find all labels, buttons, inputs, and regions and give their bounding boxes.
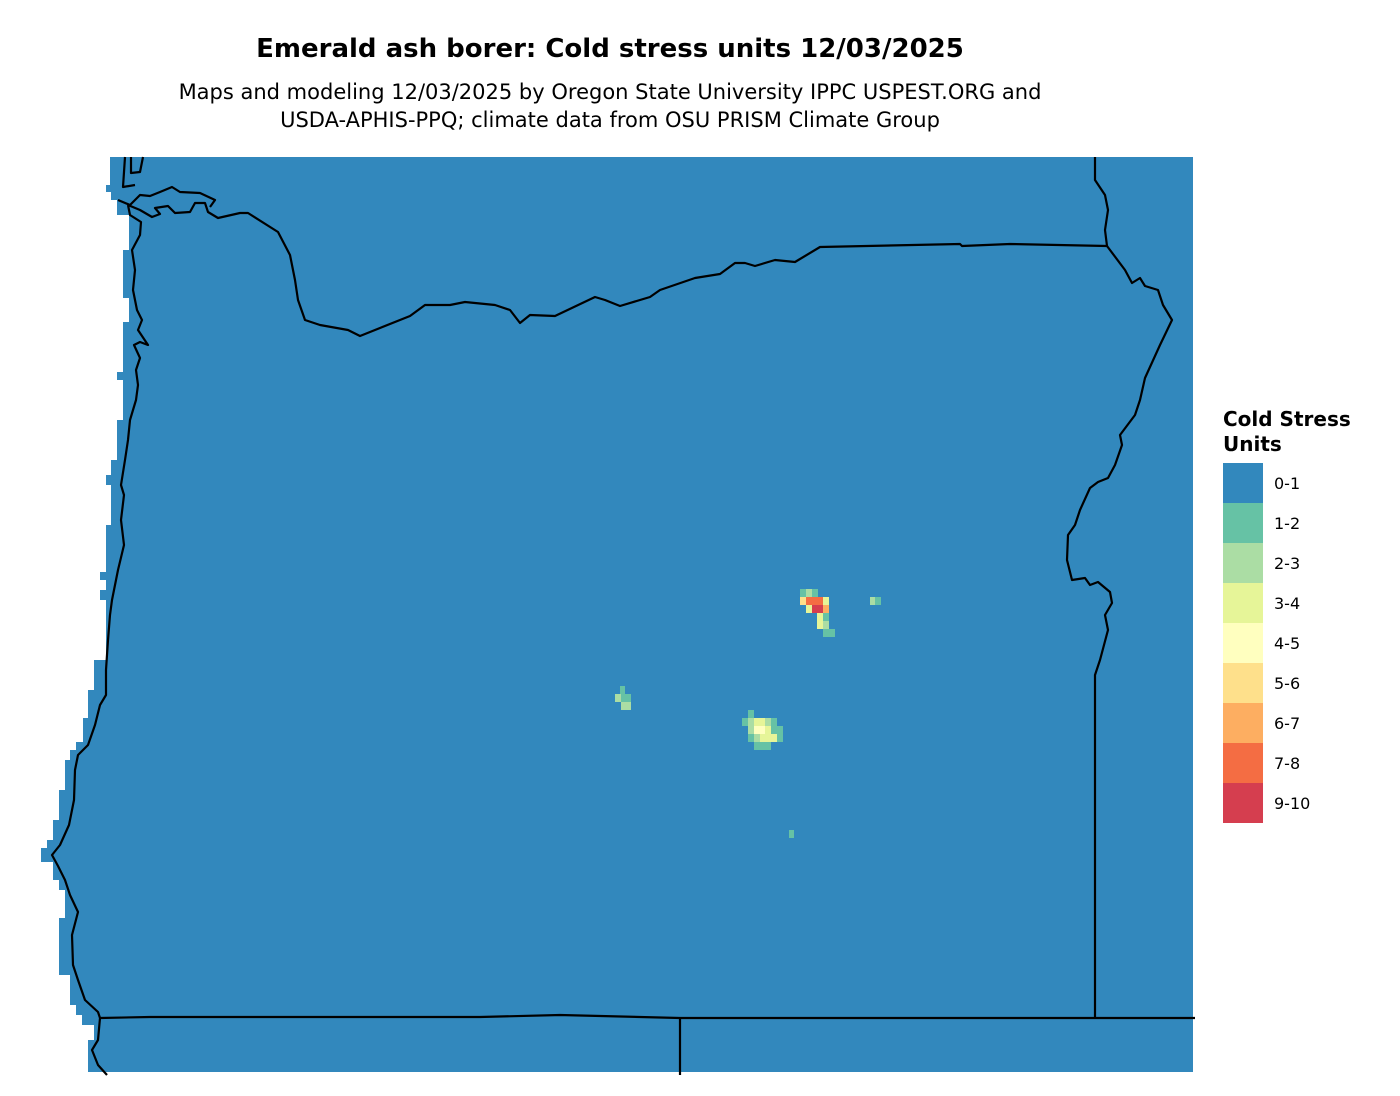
raster-cell	[817, 613, 823, 621]
raster-cell	[870, 597, 875, 605]
legend-item: 9-10	[1223, 783, 1393, 823]
legend-item: 2-3	[1223, 543, 1393, 583]
legend-item: 3-4	[1223, 583, 1393, 623]
raster-cell	[765, 718, 771, 726]
legend-swatch	[1223, 783, 1263, 823]
raster-cell	[748, 710, 754, 718]
raster-cell	[615, 694, 621, 702]
raster-cell	[806, 589, 812, 597]
wa-id-border	[1093, 157, 1110, 247]
legend-item: 6-7	[1223, 703, 1393, 743]
raster-cell	[621, 694, 631, 702]
map-title: Emerald ash borer: Cold stress units 12/…	[256, 34, 964, 64]
oregon-south-border	[99, 1013, 1195, 1020]
raster-cell	[806, 597, 823, 605]
legend-title: Cold Stress Units	[1223, 407, 1393, 457]
legend-swatch	[1223, 463, 1263, 503]
legend-item: 0-1	[1223, 463, 1393, 503]
raster-cell	[748, 718, 754, 726]
raster-cell	[621, 702, 631, 710]
raster-cell	[823, 597, 829, 605]
legend-title-line-2: Units	[1223, 432, 1282, 456]
legend-label: 6-7	[1274, 713, 1301, 733]
legend-swatch	[1223, 703, 1263, 743]
raster-cell	[800, 597, 806, 605]
raster-cell	[812, 589, 818, 597]
raster-cell	[748, 734, 754, 742]
legend-swatch	[1223, 503, 1263, 543]
legend-label: 4-5	[1274, 633, 1301, 653]
subtitle-line-1: Maps and modeling 12/03/2025 by Oregon S…	[178, 80, 1042, 104]
raster-cell	[812, 605, 823, 613]
raster-cell	[765, 726, 771, 734]
washington-coast-line	[121, 156, 136, 189]
legend-swatch	[1223, 743, 1263, 783]
legend-label: 3-4	[1274, 593, 1301, 613]
raster-cell	[817, 621, 823, 629]
legend-item: 1-2	[1223, 503, 1393, 543]
raster-cell	[754, 726, 765, 734]
raster-cell	[742, 718, 748, 726]
legend-swatch	[1223, 583, 1263, 623]
raster-cell	[823, 613, 829, 621]
legend-swatch	[1223, 663, 1263, 703]
legend-label: 9-10	[1274, 793, 1311, 813]
cold-stress-cells	[615, 589, 881, 838]
raster-background	[41, 157, 1193, 1072]
legend-item: 7-8	[1223, 743, 1393, 783]
raster-cell	[800, 589, 806, 597]
raster-cell	[823, 621, 829, 629]
legend-label: 1-2	[1274, 513, 1301, 533]
raster-cell	[771, 726, 783, 734]
raster-cell	[754, 734, 760, 742]
raster-cell	[748, 726, 754, 734]
legend-item: 4-5	[1223, 623, 1393, 663]
washington-coast-inlet	[129, 156, 145, 175]
legend-item: 5-6	[1223, 663, 1393, 703]
raster-cell	[754, 742, 771, 750]
oregon-east-border	[1065, 245, 1174, 1018]
raster-cell	[760, 734, 777, 742]
raster-cell	[823, 629, 835, 637]
legend: Cold Stress Units 0-1 1-2 2-3 3-4 4-5 5-6 6-7 7…	[1223, 407, 1393, 823]
legend-swatch	[1223, 543, 1263, 583]
raster-cell	[875, 597, 881, 605]
map-subtitle: Maps and modeling 12/03/2025 by Oregon S…	[0, 78, 1220, 134]
legend-title-line-1: Cold Stress	[1223, 407, 1351, 431]
subtitle-line-2: USDA-APHIS-PPQ; climate data from OSU PR…	[280, 108, 940, 132]
legend-swatch	[1223, 623, 1263, 663]
raster-cell	[823, 605, 829, 613]
raster-cell	[754, 718, 765, 726]
oregon-north-border	[127, 201, 1108, 338]
legend-label: 0-1	[1274, 473, 1301, 493]
raster-cell	[789, 830, 794, 838]
legend-label: 5-6	[1274, 673, 1301, 693]
raster-cell	[620, 686, 625, 694]
raster-cell	[771, 718, 777, 726]
puget-shoreline	[117, 185, 217, 208]
raster-cell	[806, 605, 812, 613]
legend-label: 7-8	[1274, 753, 1301, 773]
raster-cell	[777, 734, 783, 742]
legend-label: 2-3	[1274, 553, 1301, 573]
oregon-coastline	[50, 204, 150, 1076]
legend-items: 0-1 1-2 2-3 3-4 4-5 5-6 6-7 7-8 9-10	[1223, 463, 1393, 823]
